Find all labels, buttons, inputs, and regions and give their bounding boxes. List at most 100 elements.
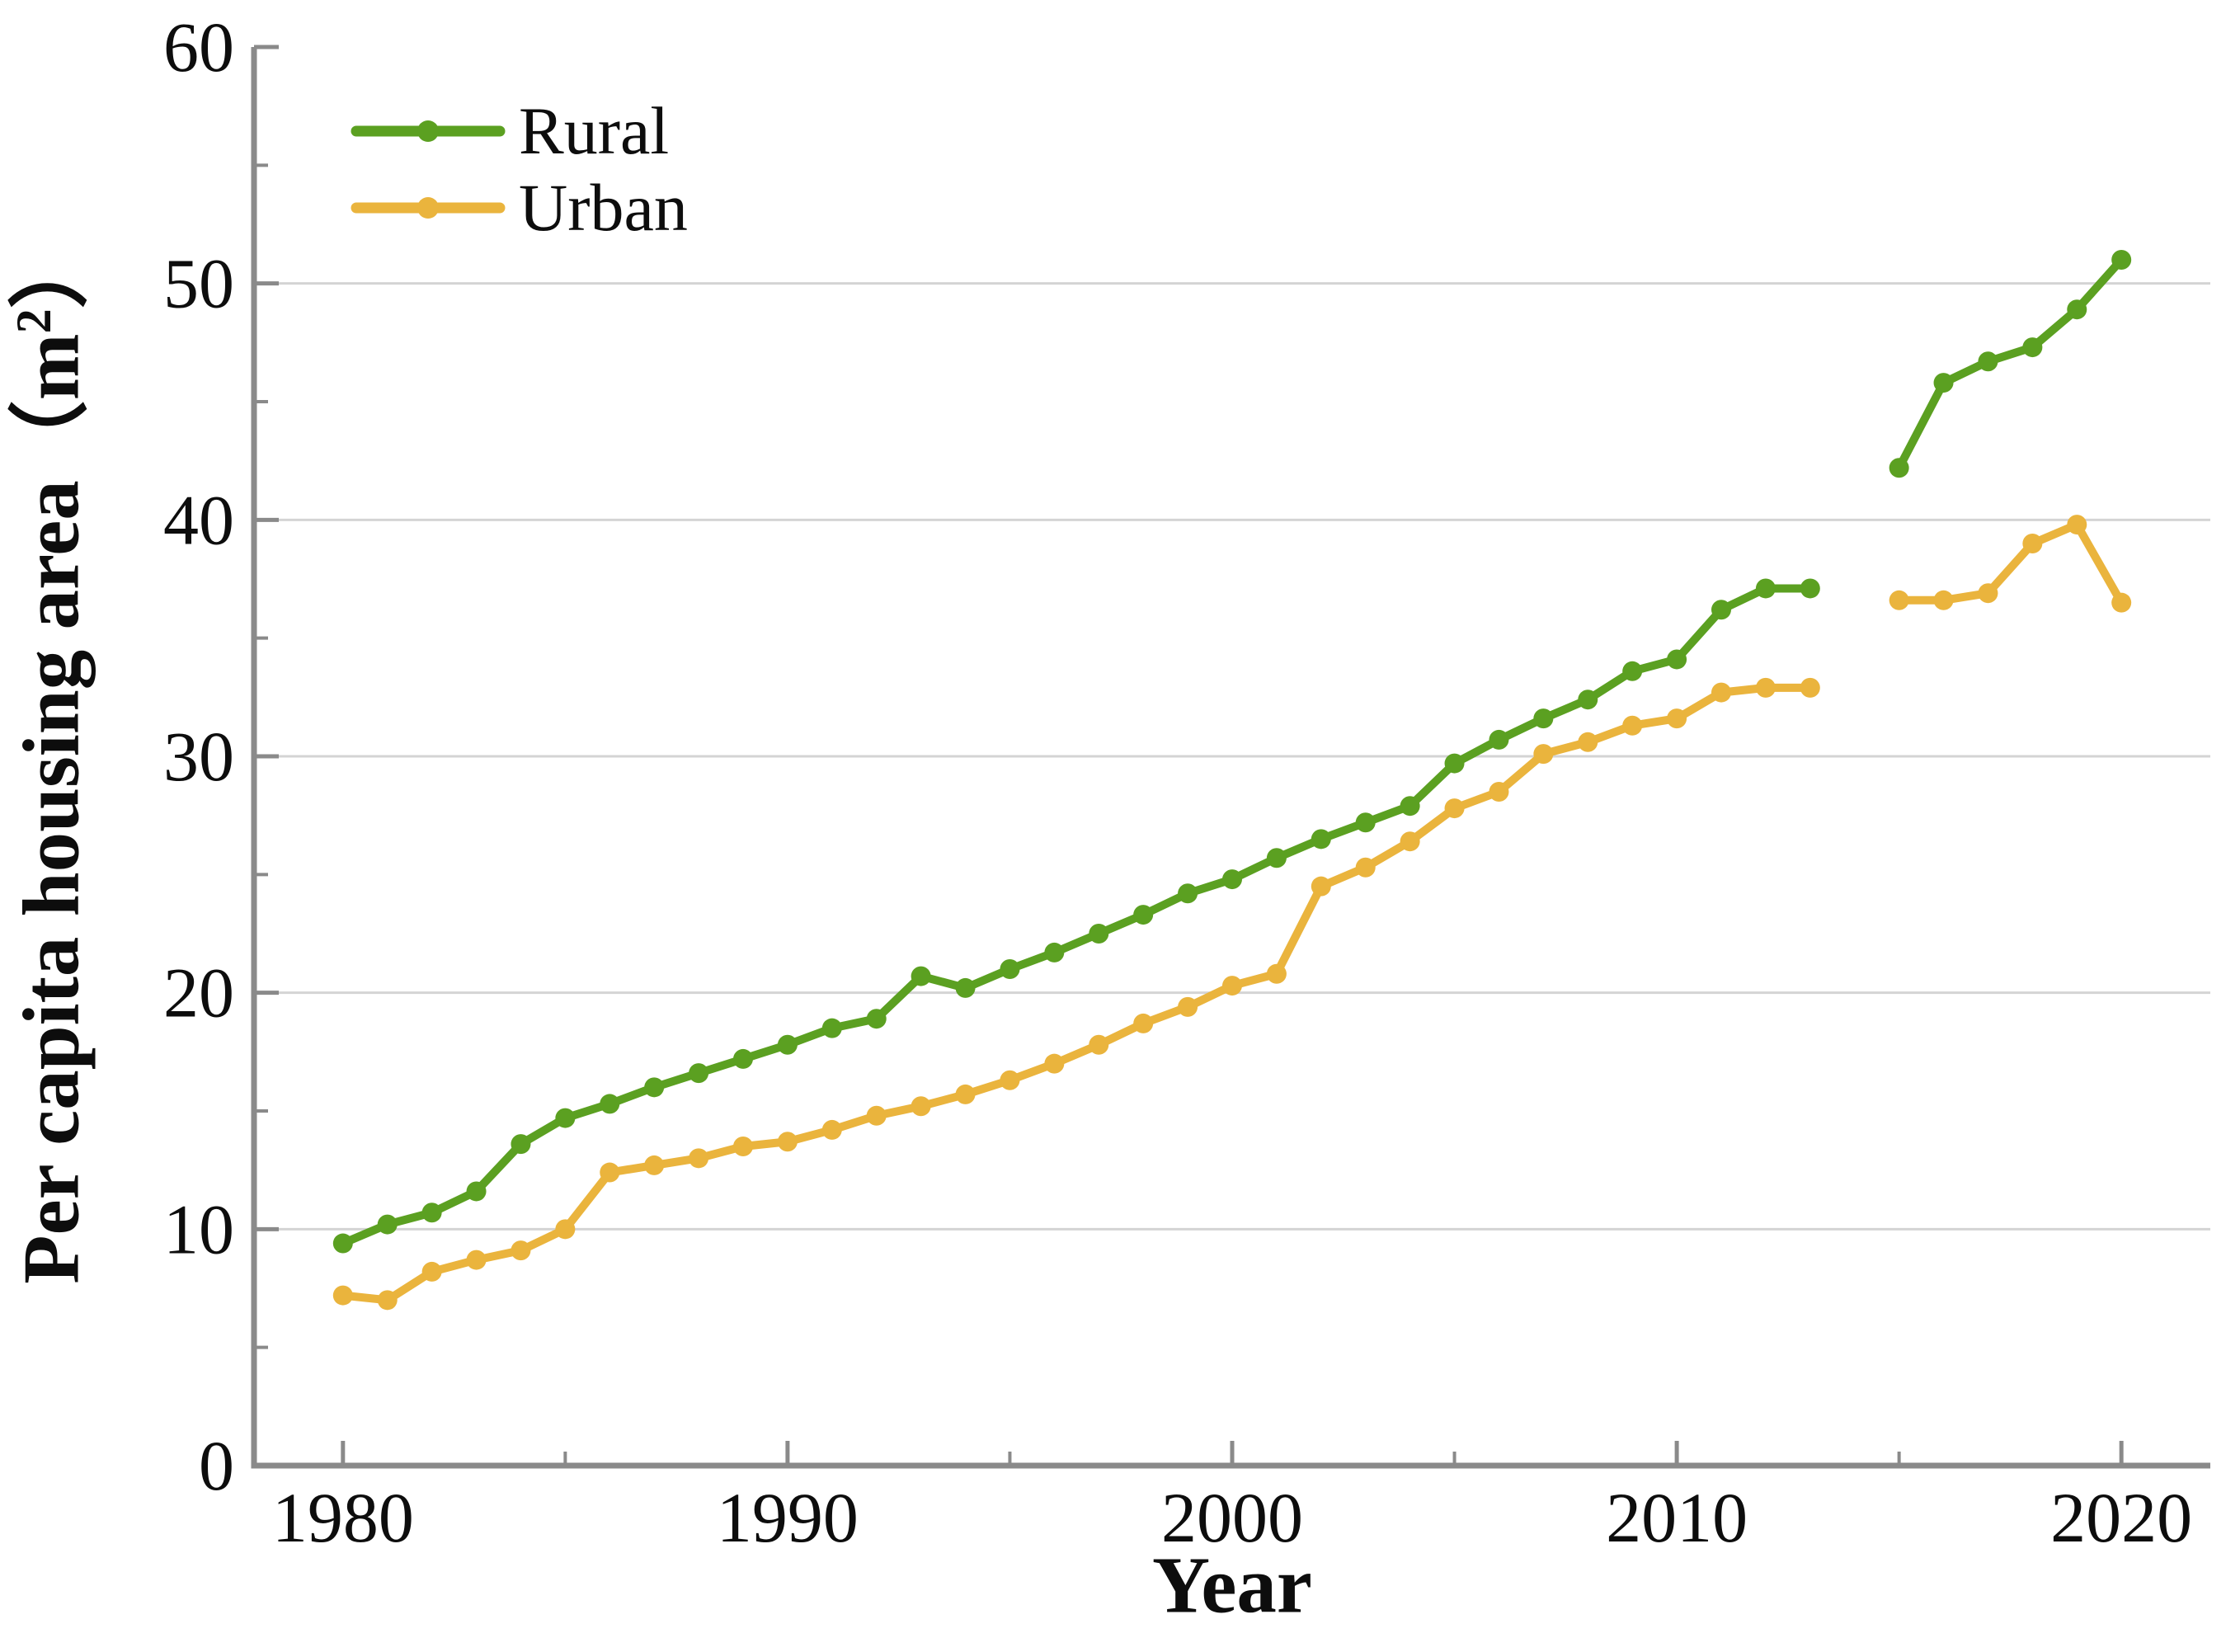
data-point-urban-1988 <box>689 1148 709 1169</box>
data-point-urban-2018 <box>2022 534 2043 553</box>
data-point-rural-2016 <box>1933 373 1954 393</box>
data-point-urban-2017 <box>1978 583 1998 604</box>
y-tick-label-20: 20 <box>163 953 234 1033</box>
x-tick-label-2000: 2000 <box>1161 1478 1303 1557</box>
data-point-urban-2015 <box>1889 590 1909 610</box>
data-point-urban-2009 <box>1622 715 1643 736</box>
data-point-rural-2008 <box>1578 690 1598 710</box>
data-point-rural-1990 <box>777 1034 798 1055</box>
legend-label-rural: Rural <box>519 92 670 168</box>
x-tick-label-2010: 2010 <box>1606 1478 1748 1557</box>
legend-item-urban: Urban <box>351 169 688 246</box>
data-point-rural-2004 <box>1400 796 1420 817</box>
data-point-rural-2013 <box>1800 578 1820 599</box>
data-point-urban-2006 <box>1489 782 1509 802</box>
data-point-rural-2020 <box>2111 250 2132 270</box>
data-point-urban-2011 <box>1711 682 1731 703</box>
data-point-urban-2019 <box>2067 515 2087 535</box>
y-tick-label-10: 10 <box>163 1189 234 1268</box>
y-tick-label-0: 0 <box>199 1426 234 1505</box>
y-tick-label-50: 50 <box>163 244 234 323</box>
data-point-urban-2000 <box>1222 976 1242 996</box>
y-axis-title-text: Per capita housing area（m <box>7 333 96 1284</box>
data-point-urban-2012 <box>1755 677 1776 698</box>
data-point-rural-2000 <box>1222 869 1242 890</box>
data-point-rural-2017 <box>1978 351 1998 372</box>
data-point-urban-1996 <box>1044 1053 1065 1074</box>
data-point-urban-2016 <box>1933 590 1954 610</box>
series-line-urban <box>338 683 1814 1305</box>
data-point-rural-1986 <box>600 1094 620 1114</box>
x-axis-title: Year <box>1152 1541 1312 1630</box>
data-point-rural-1987 <box>644 1077 665 1098</box>
data-point-rural-2006 <box>1489 729 1509 750</box>
data-point-rural-1985 <box>555 1108 576 1128</box>
data-point-rural-1981 <box>377 1214 398 1235</box>
data-point-rural-1993 <box>911 966 931 986</box>
data-point-urban-1994 <box>955 1084 976 1104</box>
data-point-rural-1982 <box>421 1203 442 1223</box>
data-point-urban-1995 <box>1000 1070 1020 1090</box>
data-point-urban-1990 <box>777 1132 798 1152</box>
data-point-urban-1983 <box>466 1250 487 1270</box>
data-point-rural-1980 <box>332 1233 353 1254</box>
data-point-rural-2019 <box>2067 299 2087 320</box>
data-point-rural-1984 <box>511 1134 531 1155</box>
x-tick-label-1990: 1990 <box>717 1478 859 1557</box>
data-point-rural-1988 <box>689 1063 709 1084</box>
y-axis-title: Per capita housing area（m2） <box>7 228 95 1283</box>
data-point-urban-2001 <box>1266 963 1287 984</box>
data-point-urban-2003 <box>1355 857 1376 878</box>
data-point-urban-1982 <box>421 1261 442 1282</box>
y-tick-label-60: 60 <box>163 7 234 87</box>
data-point-urban-2002 <box>1311 876 1331 897</box>
series-line-rural <box>1894 256 2126 473</box>
data-point-urban-2010 <box>1667 708 1687 729</box>
data-point-urban-1985 <box>555 1219 576 1240</box>
urban-line-icon <box>351 196 506 219</box>
data-point-rural-1989 <box>733 1048 753 1069</box>
y-axis-title-close: ） <box>7 228 96 309</box>
data-point-rural-2001 <box>1266 848 1287 868</box>
data-point-rural-1983 <box>466 1181 487 1202</box>
data-point-rural-2009 <box>1622 661 1643 681</box>
data-point-rural-1997 <box>1089 924 1109 944</box>
data-point-rural-2007 <box>1533 708 1554 729</box>
legend: Rural Urban <box>351 92 688 246</box>
data-point-rural-2015 <box>1889 458 1909 478</box>
data-point-rural-2018 <box>2022 337 2043 358</box>
data-point-rural-1998 <box>1133 905 1154 925</box>
data-point-urban-1984 <box>511 1240 531 1261</box>
data-point-urban-1989 <box>733 1137 753 1156</box>
data-point-urban-1997 <box>1089 1034 1109 1055</box>
legend-label-urban: Urban <box>519 169 688 245</box>
data-point-urban-1993 <box>911 1096 931 1117</box>
x-tick-label-2020: 2020 <box>2050 1478 2192 1557</box>
data-point-rural-1996 <box>1044 942 1065 962</box>
data-point-rural-1992 <box>866 1009 887 1029</box>
data-point-urban-2008 <box>1578 732 1598 752</box>
data-point-urban-1991 <box>821 1119 842 1140</box>
data-point-urban-2013 <box>1800 677 1820 698</box>
y-tick-label-40: 40 <box>163 480 234 559</box>
series-line-urban <box>1894 520 2126 607</box>
data-point-rural-1994 <box>955 977 976 998</box>
data-point-rural-2012 <box>1755 578 1776 599</box>
data-point-rural-1991 <box>821 1018 842 1038</box>
data-point-rural-1995 <box>1000 959 1020 979</box>
x-tick-label-1980: 1980 <box>272 1478 414 1557</box>
data-point-rural-2002 <box>1311 829 1331 850</box>
series-line-rural <box>338 584 1814 1248</box>
data-point-urban-1998 <box>1133 1013 1154 1033</box>
legend-item-rural: Rural <box>351 92 688 169</box>
rural-line-icon <box>351 120 506 142</box>
data-point-urban-1981 <box>377 1290 398 1311</box>
data-point-rural-2005 <box>1444 753 1465 774</box>
data-point-urban-1999 <box>1178 996 1198 1017</box>
data-point-urban-2007 <box>1533 744 1554 765</box>
data-point-urban-2004 <box>1400 831 1420 852</box>
data-point-rural-1999 <box>1178 883 1198 904</box>
data-point-rural-2003 <box>1355 812 1376 833</box>
